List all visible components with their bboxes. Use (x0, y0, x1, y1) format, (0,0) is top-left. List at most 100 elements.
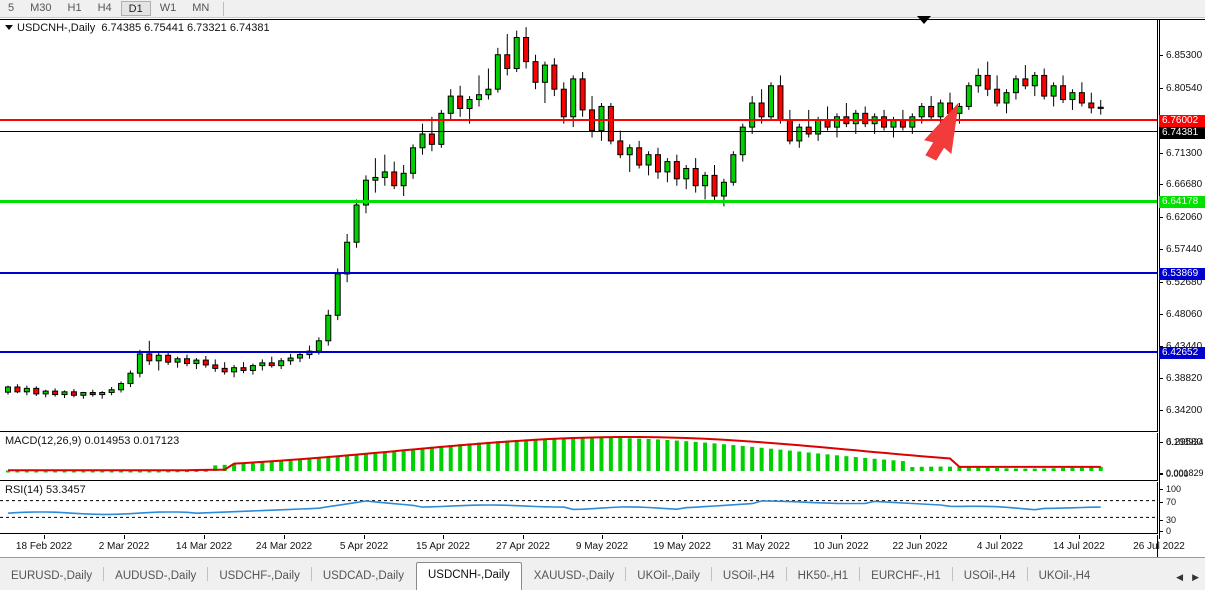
date-tick (682, 535, 683, 539)
scroll-left-icon[interactable]: ◀ (1176, 572, 1184, 582)
chart-area[interactable]: USDCNH-,Daily 6.74385 6.75441 6.73321 6.… (0, 16, 1205, 557)
tab-divider (207, 567, 209, 581)
chart-tab-usdchfdaily[interactable]: USDCHF-,Daily (219, 570, 300, 582)
price-scale[interactable]: 6.85300 6.80540 6.76002 6.74381 6.71300 6.666… (1159, 20, 1205, 537)
rsi-label: RSI(14) 53.3457 (5, 484, 86, 496)
price-tick-6.74381: 6.74381 (1159, 127, 1205, 139)
date-label: 5 Apr 2022 (339, 541, 389, 552)
price-tick-6.52680: 6.52680 (1159, 277, 1205, 289)
tab-divider (1026, 567, 1028, 581)
price-tick-6.43440: 6.43440 (1159, 341, 1205, 353)
macd-label: MACD(12,26,9) 0.014953 0.017123 (5, 435, 180, 447)
timeframe-button-m30[interactable]: M30 (30, 2, 52, 14)
level-line-resistance-red[interactable] (0, 119, 1157, 121)
date-label: 22 Jun 2022 (892, 541, 948, 552)
rsi-pane[interactable]: RSI(14) 53.3457 (0, 482, 1158, 534)
date-label: 15 Apr 2022 (416, 541, 470, 552)
tab-divider (859, 567, 861, 581)
tab-divider (310, 567, 312, 581)
timeframe-button-mn[interactable]: MN (192, 2, 210, 14)
chart-tab-audusddaily[interactable]: AUDUSD-,Daily (115, 570, 197, 582)
level-line-support-blue-2[interactable] (0, 351, 1157, 353)
price-tick-6.62060: 6.62060 (1159, 212, 1205, 224)
tab-divider (710, 567, 712, 581)
date-tick (364, 535, 365, 539)
tab-scroll-controls: ◀ ▶ (1176, 571, 1205, 590)
chart-tab-usdcnhdaily[interactable]: USDCNH-,Daily (415, 562, 522, 590)
chart-tab-xauusddaily[interactable]: XAUUSD-,Daily (533, 570, 615, 582)
scroll-right-icon[interactable]: ▶ (1192, 572, 1199, 582)
price-tick-6.48060: 6.48060 (1159, 309, 1205, 321)
price-tick-6.38820: 6.38820 (1159, 373, 1205, 385)
level-line-support-blue-1[interactable] (0, 272, 1157, 274)
chart-tab-hk50h1[interactable]: HK50-,H1 (797, 570, 849, 582)
date-label: 27 Apr 2022 (496, 541, 550, 552)
timeframe-button-h1[interactable]: H1 (67, 2, 82, 14)
date-tick (523, 535, 524, 539)
price-tick-6.76002: 6.76002 (1159, 115, 1205, 127)
date-label: 14 Jul 2022 (1053, 541, 1105, 552)
timeframe-button-5[interactable]: 5 (8, 2, 15, 14)
chart-position-marker (917, 16, 931, 24)
rsi-tick-100: 100 (1159, 484, 1205, 495)
price-tick-6.42652: 6.42652 (1159, 347, 1205, 359)
level-line-support-green[interactable] (0, 200, 1157, 203)
chart-tab-eurusddaily[interactable]: EURUSD-,Daily (11, 570, 93, 582)
price-tick-6.57440: 6.57440 (1159, 244, 1205, 256)
price-tick-6.80540: 6.80540 (1159, 83, 1205, 95)
candlestick-series (5, 27, 1104, 399)
date-tick (841, 535, 842, 539)
price-tick-6.34200: 6.34200 (1159, 405, 1205, 417)
date-tick (443, 535, 444, 539)
price-tick-6.85300: 6.85300 (1159, 50, 1205, 62)
chart-tab-bar: EURUSD-,Daily AUDUSD-,Daily USDCHF-,Daily U… (0, 557, 1205, 590)
chart-tab-usoilh4[interactable]: USOil-,H4 (963, 570, 1016, 582)
date-label: 10 Jun 2022 (813, 541, 869, 552)
date-tick (44, 535, 45, 539)
date-tick (761, 535, 762, 539)
chart-tab-ukoilh4[interactable]: UKOil-,H4 (1038, 570, 1091, 582)
date-tick (124, 535, 125, 539)
chart-symbol-header: USDCNH-,Daily 6.74385 6.75441 6.73321 6.… (5, 22, 270, 34)
toolbar-divider (223, 1, 225, 16)
date-tick (204, 535, 205, 539)
date-label: 2 Mar 2022 (98, 541, 150, 552)
timeframe-button-d1[interactable]: D1 (120, 1, 151, 16)
macd-pane[interactable]: MACD(12,26,9) 0.014953 0.017123 (0, 433, 1158, 481)
level-line-current-price-black[interactable] (0, 131, 1157, 132)
chart-ohlc-values: 6.74385 6.75441 6.73321 6.74381 (101, 22, 270, 34)
date-tick (1159, 535, 1160, 539)
date-label: 24 Mar 2022 (255, 541, 313, 552)
date-label: 31 May 2022 (732, 541, 790, 552)
date-label: 18 Feb 2022 (15, 541, 73, 552)
price-tick-6.64178: 6.64178 (1159, 196, 1205, 208)
tab-divider (951, 567, 953, 581)
date-label: 14 Mar 2022 (175, 541, 233, 552)
rsi-tick-30: 30 (1159, 515, 1205, 526)
chart-tab-eurchfh1[interactable]: EURCHF-,H1 (871, 570, 941, 582)
date-label: 4 Jul 2022 (976, 541, 1024, 552)
timeframe-button-h4[interactable]: H4 (97, 2, 112, 14)
rsi-tick-70: 70 (1159, 497, 1205, 508)
tab-divider (103, 567, 105, 581)
timeframe-button-w1[interactable]: W1 (159, 2, 177, 14)
price-pane[interactable]: USDCNH-,Daily 6.74385 6.75441 6.73321 6.… (0, 20, 1158, 432)
price-tick-6.66680: 6.66680 (1159, 179, 1205, 191)
rsi-tick-0: 0 (1159, 526, 1205, 537)
macd-tick-0.001829: 0.001829 (1159, 468, 1205, 479)
date-label: 26 Jul 2022 (1133, 541, 1185, 552)
price-tick-6.53869: 6.53869 (1159, 268, 1205, 280)
chart-tab-usdcaddaily[interactable]: USDCAD-,Daily (322, 570, 404, 582)
date-label: 9 May 2022 (575, 541, 629, 552)
date-tick (602, 535, 603, 539)
date-label: 19 May 2022 (653, 541, 711, 552)
time-axis[interactable]: 18 Feb 2022 2 Mar 2022 14 Mar 2022 24 Mar 2… (0, 535, 1185, 557)
chart-tab-usoilh4[interactable]: USOil-,H4 (722, 570, 775, 582)
triangle-down-icon[interactable] (5, 25, 13, 30)
date-tick (920, 535, 921, 539)
chart-tab-ukoildaily[interactable]: UKOil-,Daily (637, 570, 700, 582)
timeframe-toolbar: 5 M30 H1 H4 D1 W1 MN (0, 0, 1205, 18)
price-tick-6.71300: 6.71300 (1159, 148, 1205, 160)
chart-symbol-label: USDCNH-,Daily (17, 22, 96, 34)
